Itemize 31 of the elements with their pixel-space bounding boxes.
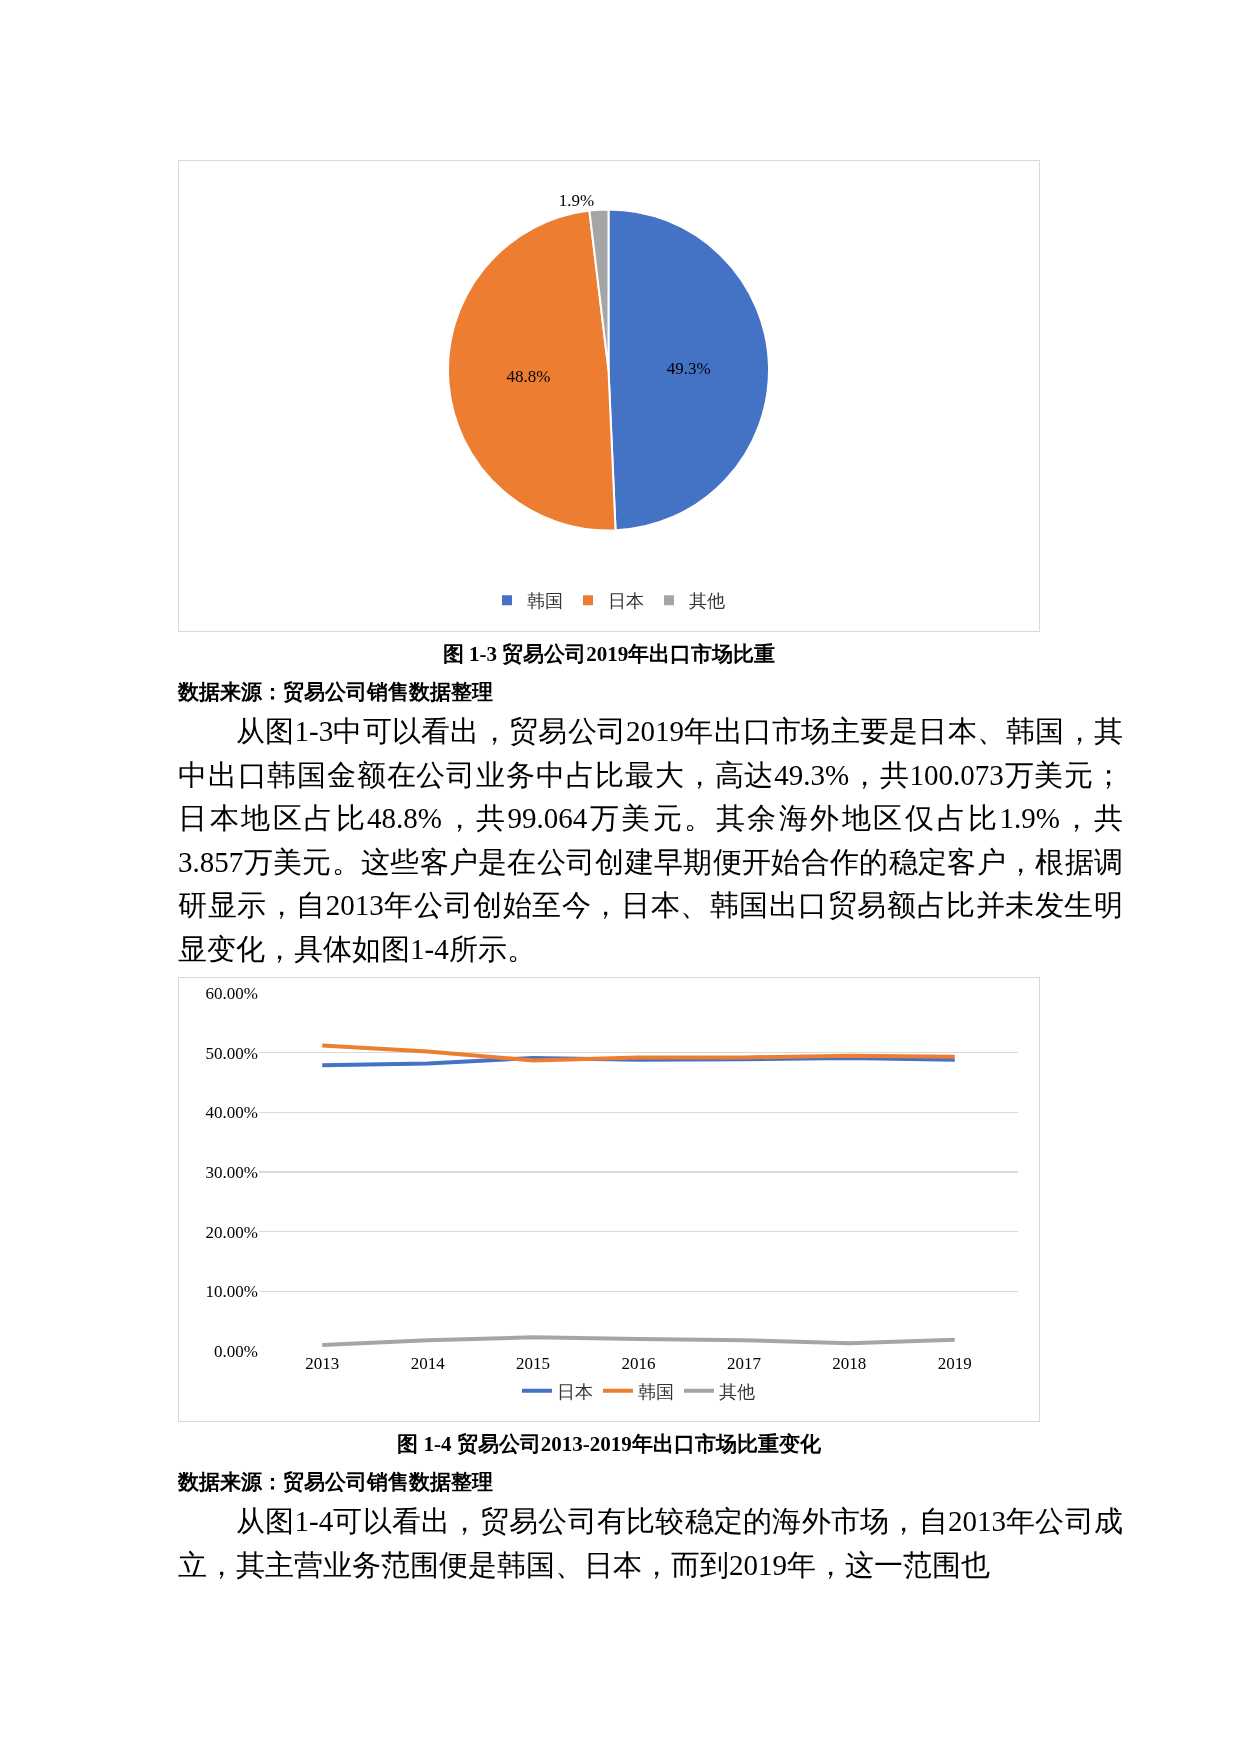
text: 图 1-4 贸易公司2013-2019年出口市场比重变化 bbox=[396, 1431, 822, 1458]
text: 从图1-3中可以看出，贸易公司2019年出口市场主要是日本、韩国，其中出口韩国金额在公司业务中占比最大，高达49.3%，共100.073万美元；日本地区占比48.8%，共99.064万美元。其余海外地区仅占比1.9%，共3.857万美元。这些客户是在公司创建早期便开始合作的稳定客户，根据调研显示，自2013年公司创始至今，日本、韩国出口贸易额占比并未发生明显变化，具体如图1-4所示。 bbox=[178, 714, 1123, 967]
y-tick-label: 30.00% bbox=[205, 1162, 258, 1182]
line-series bbox=[320, 1043, 957, 1063]
data-label: 49.3% bbox=[666, 358, 711, 378]
line-series bbox=[320, 1335, 957, 1348]
legend-label: 韩国 bbox=[638, 1381, 674, 1402]
data-label: 48.8% bbox=[506, 367, 551, 387]
legend-label: 日本 bbox=[557, 1381, 593, 1402]
y-tick-label: 40.00% bbox=[205, 1103, 258, 1123]
x-tick-label: 2015 bbox=[516, 1354, 551, 1373]
x-tick-label: 2018 bbox=[832, 1354, 867, 1373]
legend-label: 其他 bbox=[719, 1381, 755, 1402]
legend-label: 韩国 bbox=[527, 591, 563, 612]
source-note: 数据来源：贸易公司销售数据整理 bbox=[178, 679, 494, 706]
y-tick-label: 50.00% bbox=[205, 1043, 258, 1063]
y-tick-label: 0.00% bbox=[214, 1341, 258, 1361]
x-tick-label: 2016 bbox=[621, 1354, 656, 1373]
y-tick-label: 10.00% bbox=[205, 1282, 258, 1302]
text: 图 1-3 贸易公司2019年出口市场比重 bbox=[441, 641, 777, 668]
y-tick-label: 60.00% bbox=[205, 983, 258, 1003]
legend-label: 日本 bbox=[608, 591, 644, 612]
x-tick-label: 2014 bbox=[410, 1354, 446, 1373]
y-tick-label: 20.00% bbox=[205, 1222, 258, 1242]
text: 从图1-4可以看出，贸易公司有比较稳定的海外市场，自2013年公司成立，其主营业务范围便是韩国、日本，而到2019年，这一范围也 bbox=[178, 1504, 1123, 1583]
legend-label: 其他 bbox=[689, 591, 725, 612]
data-label: 1.9% bbox=[558, 190, 595, 210]
x-tick-label: 2013 bbox=[305, 1354, 340, 1373]
x-tick-label: 2019 bbox=[937, 1354, 972, 1373]
source-note: 数据来源：贸易公司销售数据整理 bbox=[178, 1469, 494, 1496]
x-tick-label: 2017 bbox=[726, 1354, 762, 1373]
